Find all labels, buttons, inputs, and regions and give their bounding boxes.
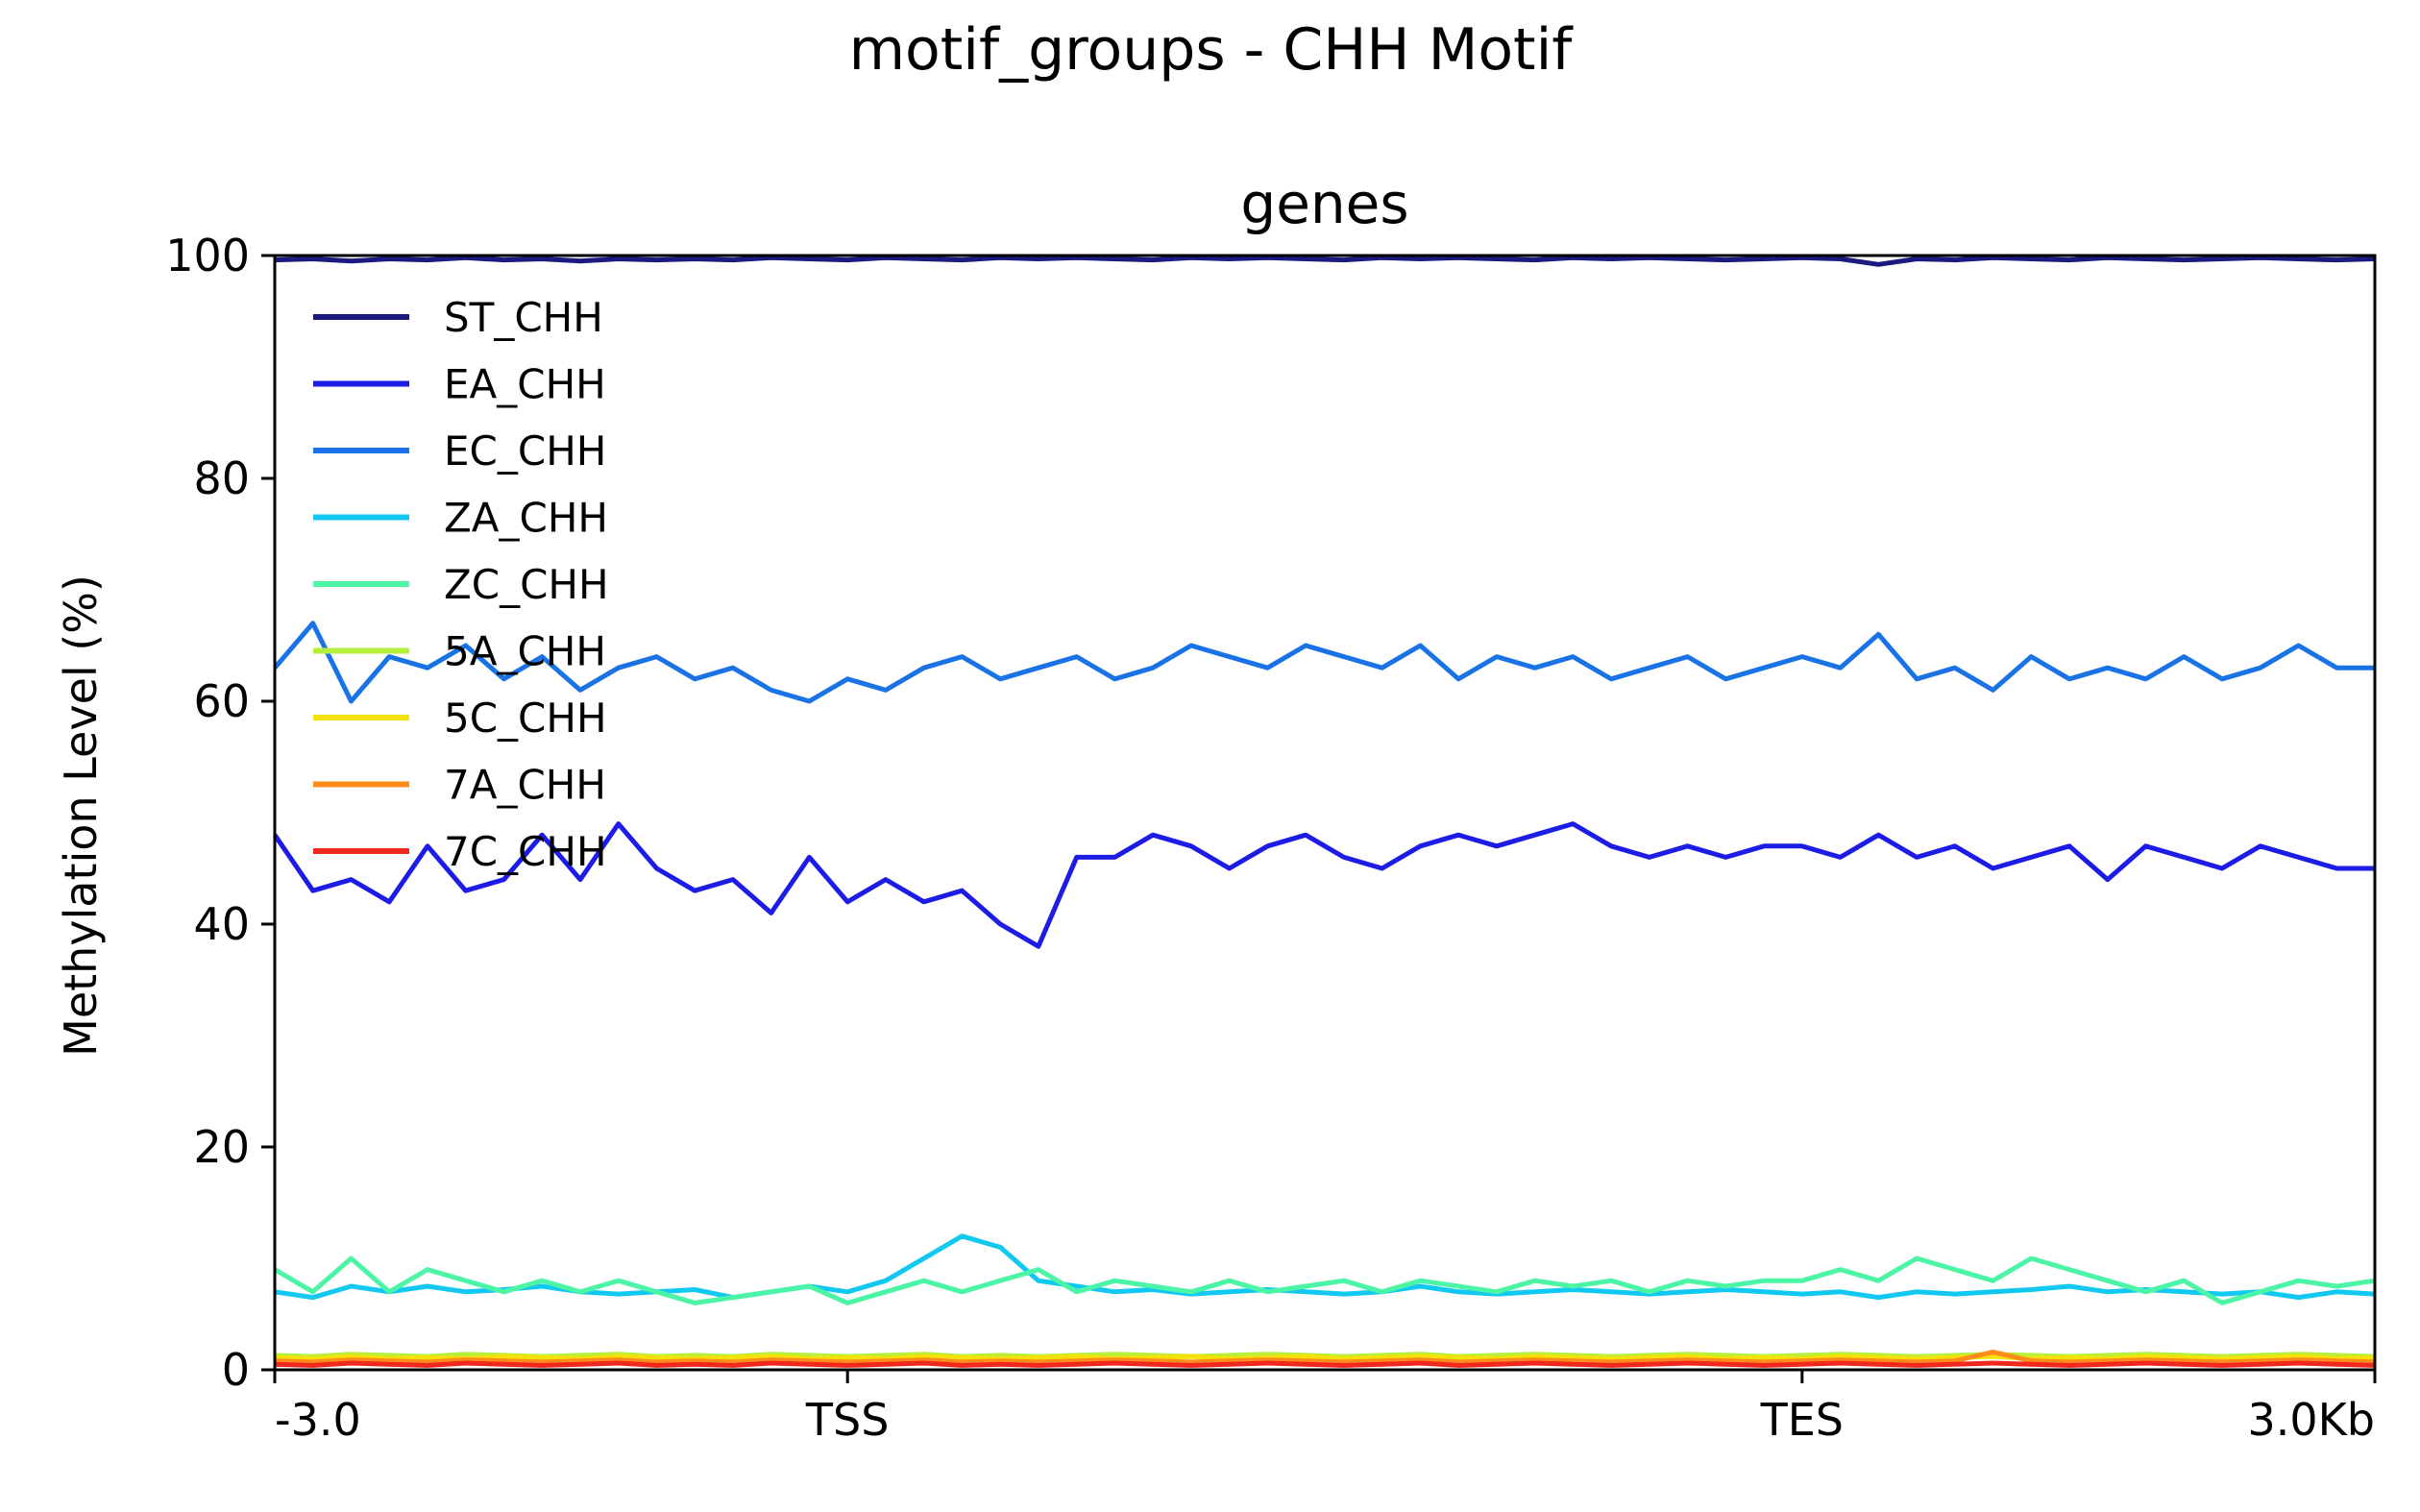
x-tick-label: -3.0 [275,1394,361,1446]
series-line-ec-chh [273,621,2375,704]
x-tick-label: 3.0Kb [2247,1394,2375,1446]
chart-subtitle: genes [1240,171,1408,236]
y-tick-label: 20 [193,1121,250,1173]
y-axis-ticks: 0 20 40 60 80 100 [165,230,275,1396]
y-tick-label: 60 [193,675,250,727]
y-axis-label: Methylation Level (%) [55,574,107,1057]
legend-label: 7A_CHH [444,762,606,809]
legend-item: 5A_CHH [313,628,606,675]
legend-label: ZA_CHH [444,495,608,542]
x-tick-label: TES [1760,1394,1844,1446]
series-line-st-chh [274,255,2376,267]
y-tick-label: 0 [222,1344,250,1396]
legend-label: 5A_CHH [444,628,606,675]
series-group [272,255,2376,1368]
series-line-zc-chh [273,1256,2376,1305]
y-tick-label: 40 [193,898,250,950]
y-tick-label: 80 [193,452,250,504]
x-axis-ticks: -3.0 TSS TES 3.0Kb [273,1370,2377,1446]
legend-item: ST_CHH [313,294,603,341]
legend-item: ZC_CHH [313,561,609,608]
series-line-7c-chh [274,1360,2376,1368]
legend-item: 7A_CHH [313,762,606,809]
legend-label: ZC_CHH [444,561,609,608]
legend-label: ST_CHH [444,294,603,341]
legend-label: EA_CHH [444,361,606,408]
series-line-7a-chh [274,1349,2376,1365]
plot-frame [273,254,2377,1372]
legend-item: 7C_CHH [313,828,607,875]
series-line-za-chh [274,1233,2376,1301]
legend-label: 5C_CHH [444,695,607,742]
x-tick-label: TSS [805,1394,890,1446]
legend-item: 5C_CHH [313,695,607,742]
legend-item: EA_CHH [313,361,606,408]
legend-label: 7C_CHH [444,828,607,875]
chart-title: motif_groups - CHH Motif [849,16,1575,84]
legend-item: ZA_CHH [313,495,608,542]
legend-item: EC_CHH [313,427,606,475]
legend: ST_CHH EA_CHH EC_CHH ZA_CHH ZC_CHH 5A_CHH 5C_C… [313,294,609,875]
y-tick-label: 100 [165,230,250,281]
series-line-ea-chh [272,821,2375,949]
legend-label: EC_CHH [444,427,606,475]
